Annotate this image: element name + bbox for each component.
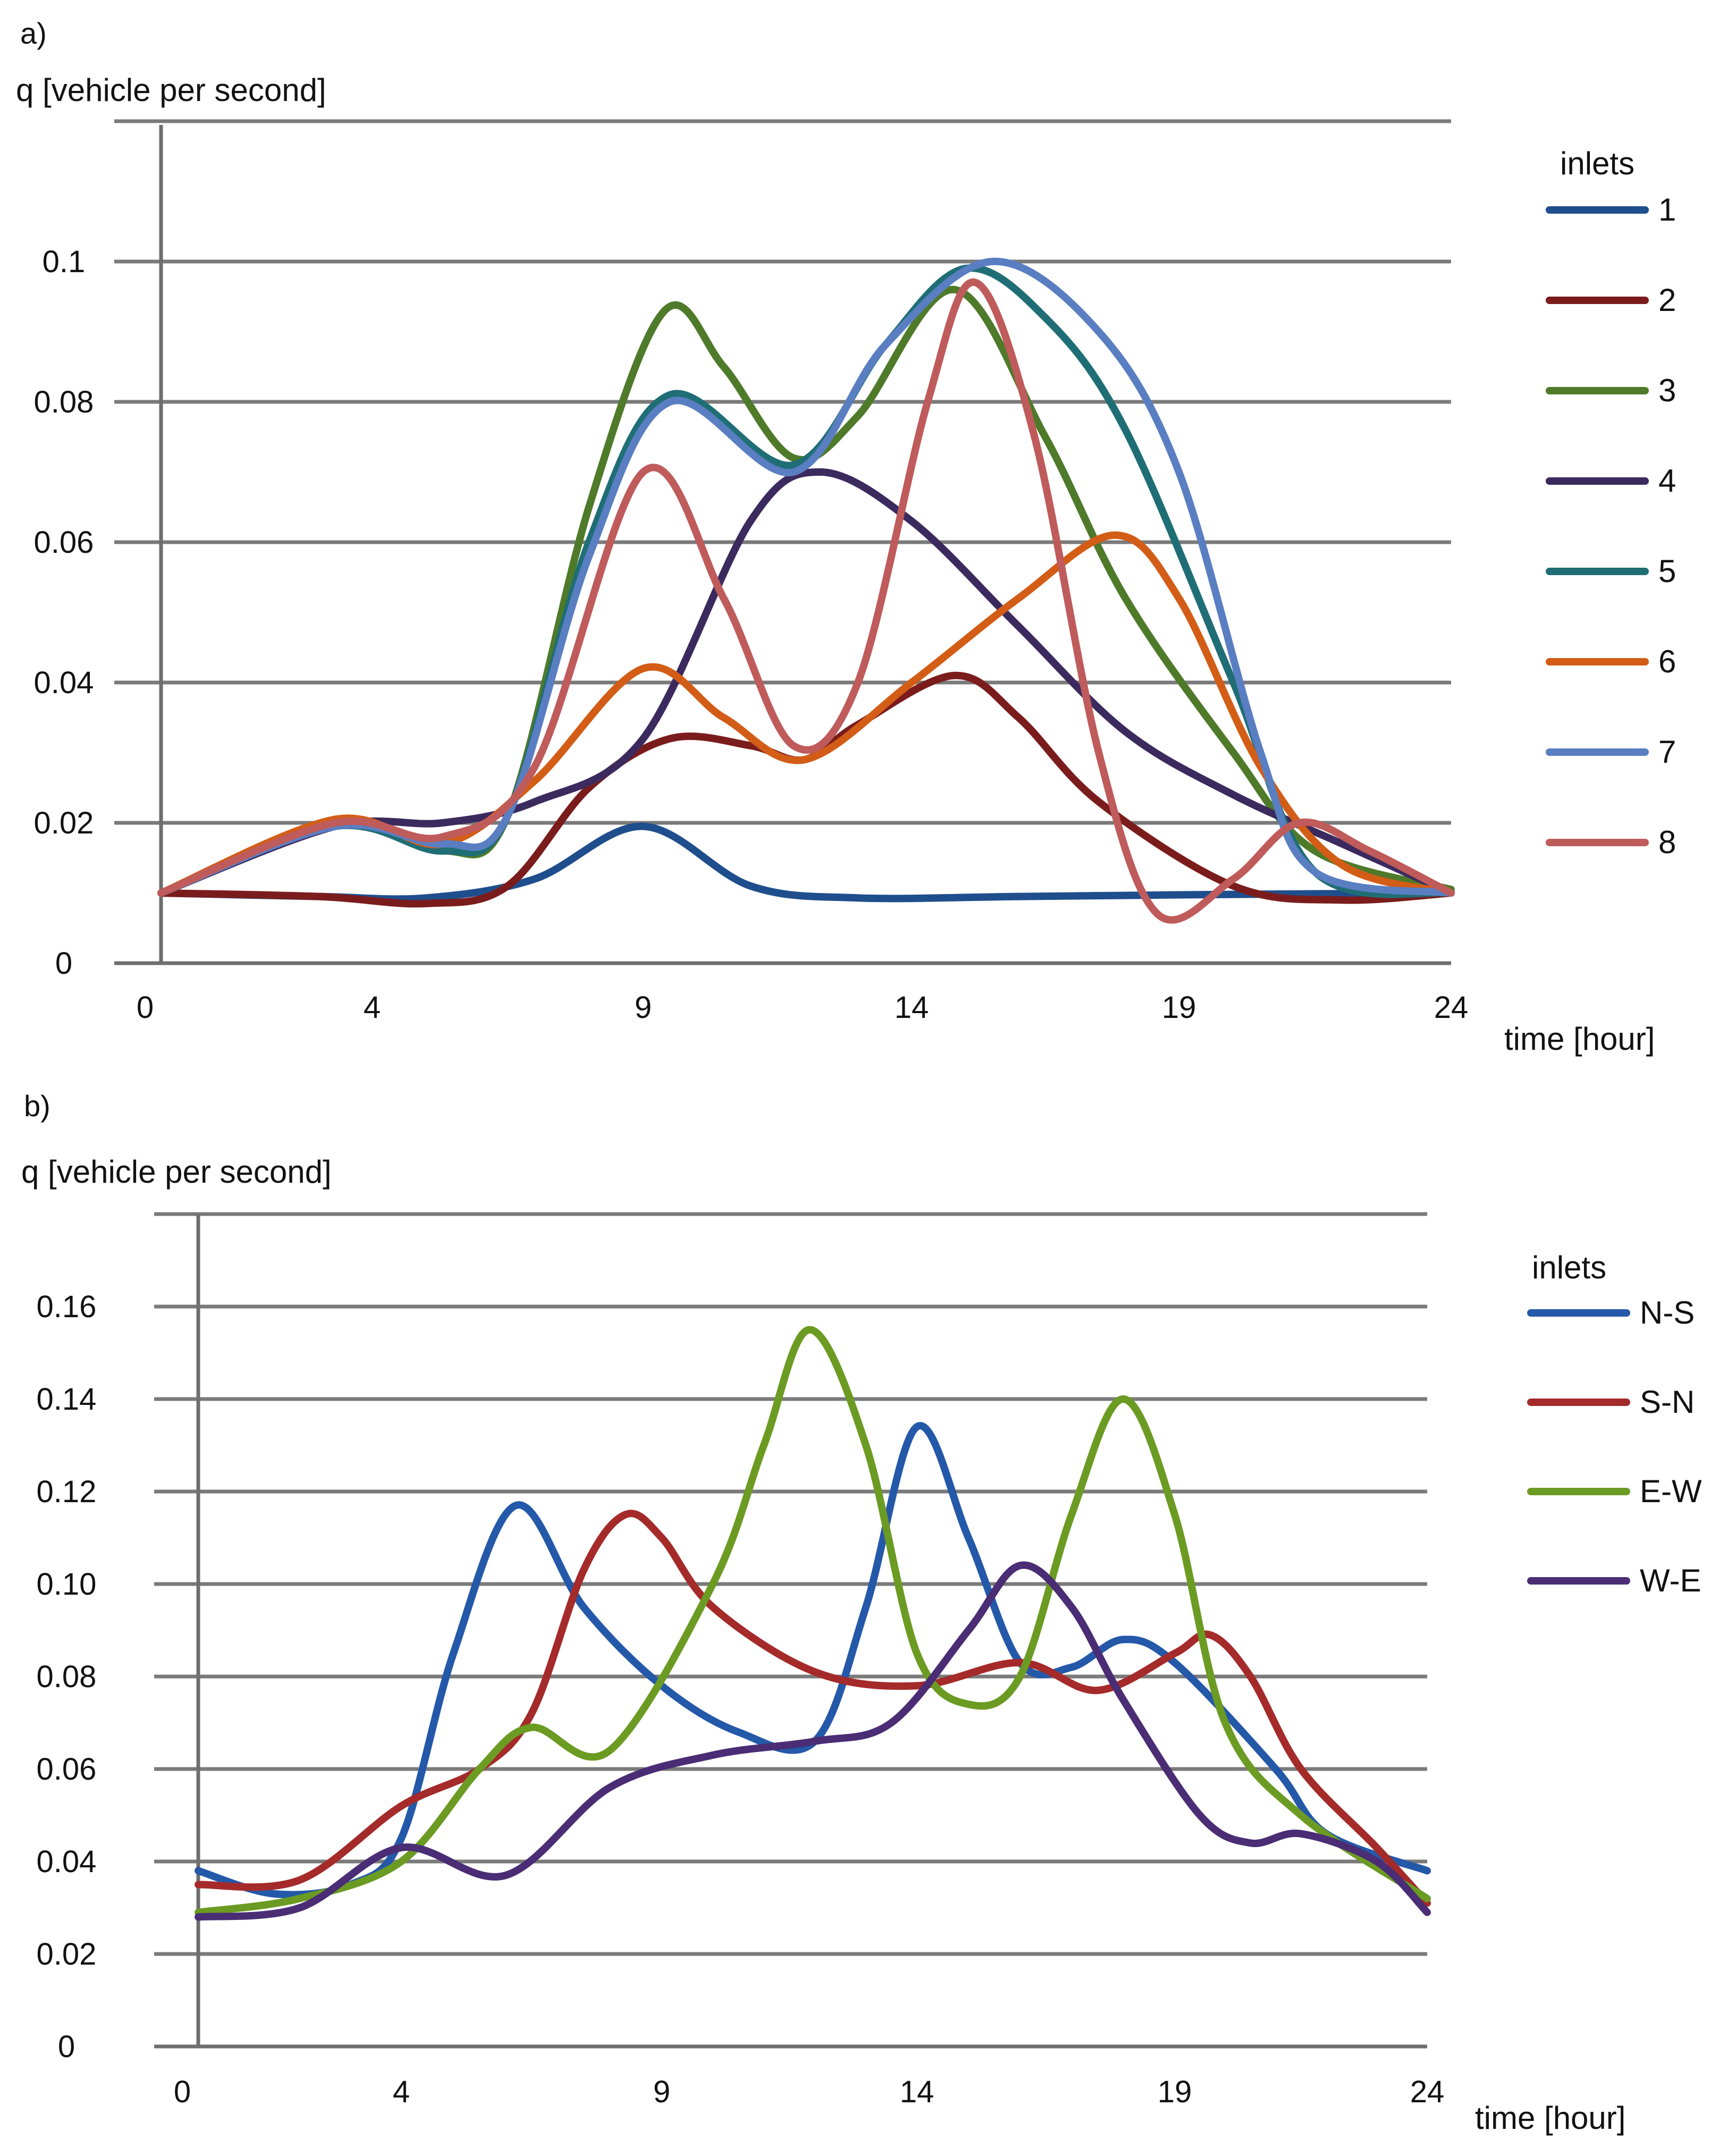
x-tick-label-b-2: 9: [653, 2075, 670, 2109]
axes-a: [114, 125, 1451, 965]
series-line-b-E-W: [195, 1326, 1431, 1916]
y-tick-labels-a: 0 0.02 0.04 0.06 0.08 0.1: [34, 245, 94, 981]
y-tick-label-b-5: 0.10: [37, 1567, 97, 1602]
legend-label-a-5: 5: [1658, 553, 1676, 589]
series-line-b-S-N: [195, 1510, 1431, 1907]
x-tick-label-b-3: 14: [900, 2075, 934, 2109]
legend-label-b-E-W: E-W: [1640, 1473, 1702, 1509]
series-group-a: [157, 257, 1455, 924]
y-tick-label-a-5: 0.1: [43, 245, 86, 279]
x-tick-label-a-1: 4: [364, 990, 381, 1025]
x-tick-label-b-4: 19: [1158, 2075, 1192, 2109]
legend-label-a-2: 2: [1658, 282, 1676, 318]
y-tick-label-b-0: 0: [58, 2029, 75, 2064]
x-tick-labels-a: 0 4 9 14 19 24: [137, 990, 1468, 1025]
legend-label-a-3: 3: [1658, 373, 1676, 408]
legend-b: N-S S-N E-W W-E: [1527, 1295, 1702, 1598]
x-tick-label-a-5: 24: [1434, 990, 1469, 1025]
y-tick-label-a-1: 0.02: [34, 806, 94, 840]
y-tick-label-b-3: 0.06: [37, 1752, 97, 1787]
legend-label-a-7: 7: [1658, 734, 1676, 770]
y-tick-label-b-7: 0.14: [37, 1382, 97, 1417]
series-line-b-N-S: [195, 1422, 1431, 1899]
x-tick-label-b-5: 24: [1410, 2075, 1445, 2109]
x-tick-label-a-0: 0: [137, 990, 154, 1025]
x-tick-label-a-2: 9: [635, 990, 652, 1025]
axes-b: [154, 1215, 1427, 2049]
series-line-a-8: [157, 278, 1455, 924]
legend-title-b: inlets: [1532, 1250, 1606, 1285]
series-group-b: [195, 1326, 1431, 1921]
panel-label-a: a): [20, 16, 47, 50]
series-line-a-4: [157, 468, 1455, 897]
y-tick-label-b-2: 0.04: [37, 1844, 97, 1879]
y-tick-label-a-2: 0.04: [34, 666, 94, 700]
x-axis-label-a: time [hour]: [1504, 1021, 1655, 1057]
legend-label-b-N-S: N-S: [1640, 1295, 1695, 1330]
legend-label-a-4: 4: [1658, 463, 1676, 499]
x-tick-label-a-3: 14: [895, 990, 929, 1025]
x-tick-label-a-4: 19: [1162, 990, 1196, 1025]
y-tick-label-b-8: 0.16: [37, 1290, 97, 1324]
x-axis-label-b: time [hour]: [1475, 2100, 1625, 2136]
y-axis-label-b: q [vehicle per second]: [21, 1154, 332, 1190]
y-tick-label-b-4: 0.08: [37, 1660, 97, 1694]
legend-label-b-W-E: W-E: [1640, 1563, 1701, 1598]
legend-title-a: inlets: [1560, 146, 1634, 181]
x-tick-label-b-1: 4: [393, 2075, 410, 2109]
chart-panel-a: a) q [vehicle per second] 00.020.040.060…: [16, 16, 1676, 1057]
legend-label-b-S-N: S-N: [1640, 1384, 1695, 1420]
y-axis-label-a: q [vehicle per second]: [16, 72, 326, 108]
y-tick-label-b-6: 0.12: [37, 1475, 97, 1509]
legend-label-a-8: 8: [1658, 824, 1676, 860]
y-tick-label-b-1: 0.02: [37, 1937, 97, 1972]
legend-label-a-1: 1: [1658, 192, 1676, 228]
series-line-a-7: [157, 257, 1455, 897]
y-tick-label-a-0: 0: [55, 946, 72, 981]
legend-label-a-6: 6: [1658, 644, 1676, 679]
y-tick-label-a-4: 0.08: [34, 385, 94, 419]
panel-label-b: b): [24, 1089, 50, 1123]
x-tick-label-b-0: 0: [174, 2075, 191, 2109]
y-tick-label-a-3: 0.06: [34, 525, 94, 560]
x-tick-labels-b: 0 4 9 14 19 24: [174, 2075, 1444, 2109]
series-line-b-W-E: [195, 1561, 1431, 1921]
legend-a: 1 2 3 4 5 6 7 8: [1546, 192, 1676, 860]
chart-panel-b: b) q [vehicle per second] 00.020.040.060…: [21, 1089, 1702, 2136]
y-tick-labels-b: 0 0.02 0.04 0.06 0.08 0.10 0.12 0.14 0.16: [37, 1290, 97, 2064]
